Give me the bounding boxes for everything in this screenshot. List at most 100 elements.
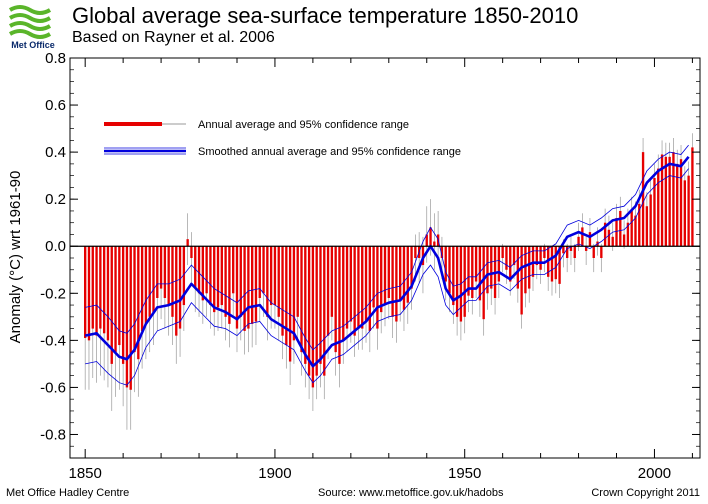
bar-1942 (433, 241, 436, 247)
chart-subtitle: Based on Rayner et al. 2006 (72, 29, 275, 46)
axes-group: 0.8 0.6 0.4 0.2 0.0 -0.2 -0.4 -0.6 -0.8 1850 1900 1… (40, 50, 700, 482)
bar-1980 (577, 236, 580, 247)
bar-1873 (171, 246, 174, 317)
bar-1910 (311, 246, 315, 388)
bar-1960 (501, 246, 504, 258)
bar-2009 (687, 175, 690, 247)
bar-1940 (425, 234, 428, 247)
bar-1886 (220, 246, 223, 306)
bar-1970 (539, 246, 542, 270)
bar-1953 (474, 246, 478, 282)
bar-1884 (213, 246, 216, 313)
bar-1954 (478, 246, 482, 301)
bar-1956 (486, 246, 489, 294)
bar-1978 (569, 246, 573, 251)
bar-1902 (281, 246, 284, 336)
bar-1875 (178, 246, 182, 329)
bar-1988 (607, 229, 611, 247)
legend: Annual average and 95% confidence range … (104, 119, 461, 158)
bar-1897 (262, 246, 265, 294)
y-tick-label: 0.0 (45, 238, 66, 255)
y-tick-label: 0.2 (45, 191, 66, 208)
bar-1990 (615, 218, 618, 247)
bar-1870 (159, 246, 163, 289)
bar-1914 (326, 246, 330, 336)
bar-1931 (391, 246, 394, 317)
bar-1989 (611, 236, 614, 247)
bar-1868 (152, 246, 155, 313)
bar-1903 (285, 246, 288, 346)
bar-2000 (653, 178, 656, 247)
bar-1944 (440, 246, 444, 258)
bar-1888 (228, 246, 231, 324)
bar-1955 (482, 246, 485, 320)
bar-1908 (304, 246, 307, 364)
bar-1887 (224, 246, 227, 317)
bar-1909 (307, 246, 311, 376)
bar-1896 (258, 246, 261, 298)
bar-1905 (292, 246, 296, 341)
bar-1920 (349, 246, 353, 322)
smooth-line (84, 155, 690, 368)
bar-1850 (84, 246, 87, 338)
bar-1880 (197, 246, 201, 294)
bar-1957 (490, 246, 493, 289)
bar-1911 (315, 246, 318, 376)
bar-1900 (273, 246, 277, 306)
footer-copyright: Crown Copyright 2011 (591, 487, 700, 499)
bar-1962 (509, 246, 512, 282)
bar-1857 (110, 246, 113, 364)
bar-2007 (679, 159, 683, 247)
bar-1879 (194, 246, 197, 289)
footer-source: Source: www.metoffice.gov.uk/hadobs (318, 487, 504, 499)
bar-1922 (357, 246, 360, 329)
bar-1878 (190, 246, 193, 258)
bar-1864 (137, 246, 140, 360)
bar-1889 (232, 246, 235, 294)
x-tick-label: 1900 (258, 465, 291, 482)
bar-1971 (543, 246, 546, 258)
x-tick-label: 1950 (448, 465, 481, 482)
y-tick-label: -0.8 (40, 426, 66, 443)
bar-1932 (395, 246, 398, 322)
y-tick-label: -0.2 (40, 285, 66, 302)
bar-1856 (106, 246, 110, 341)
bar-1929 (383, 246, 387, 306)
bar-1993 (626, 222, 630, 247)
y-axis-label: Anomaly (°C) wrt 1961-90 (7, 171, 24, 344)
legend-smooth-label: Smoothed annual average and 95% confiden… (198, 146, 461, 158)
bar-2006 (676, 163, 679, 247)
y-tick-label: 0.8 (45, 50, 66, 67)
bar-1917 (338, 246, 341, 364)
bar-1882 (205, 246, 208, 294)
bar-1998 (645, 206, 649, 247)
bar-1906 (296, 246, 299, 317)
bar-1913 (323, 246, 326, 376)
bar-1892 (243, 246, 246, 331)
bar-1898 (266, 246, 269, 317)
bar-2002 (660, 154, 664, 247)
bar-1912 (319, 246, 322, 364)
bar-1924 (364, 246, 368, 322)
bar-1987 (603, 222, 607, 247)
bar-1862 (129, 246, 132, 390)
bar-1894 (250, 246, 254, 324)
bar-1872 (167, 246, 170, 306)
bar-1883 (209, 246, 212, 306)
bar-1977 (565, 246, 569, 258)
bar-1860 (121, 246, 125, 364)
bar-1921 (353, 246, 356, 336)
bar-1915 (330, 246, 334, 317)
bar-1941 (429, 227, 432, 247)
bar-1986 (600, 246, 603, 258)
bar-1959 (497, 246, 501, 282)
bar-1939 (421, 246, 425, 266)
bar-1963 (512, 246, 516, 266)
bar-1991 (619, 210, 622, 247)
bar-1854 (99, 246, 102, 329)
bar-1948 (455, 246, 459, 317)
bar-1937 (414, 246, 417, 258)
bar-1853 (95, 246, 98, 336)
met-office-logo (8, 5, 52, 39)
